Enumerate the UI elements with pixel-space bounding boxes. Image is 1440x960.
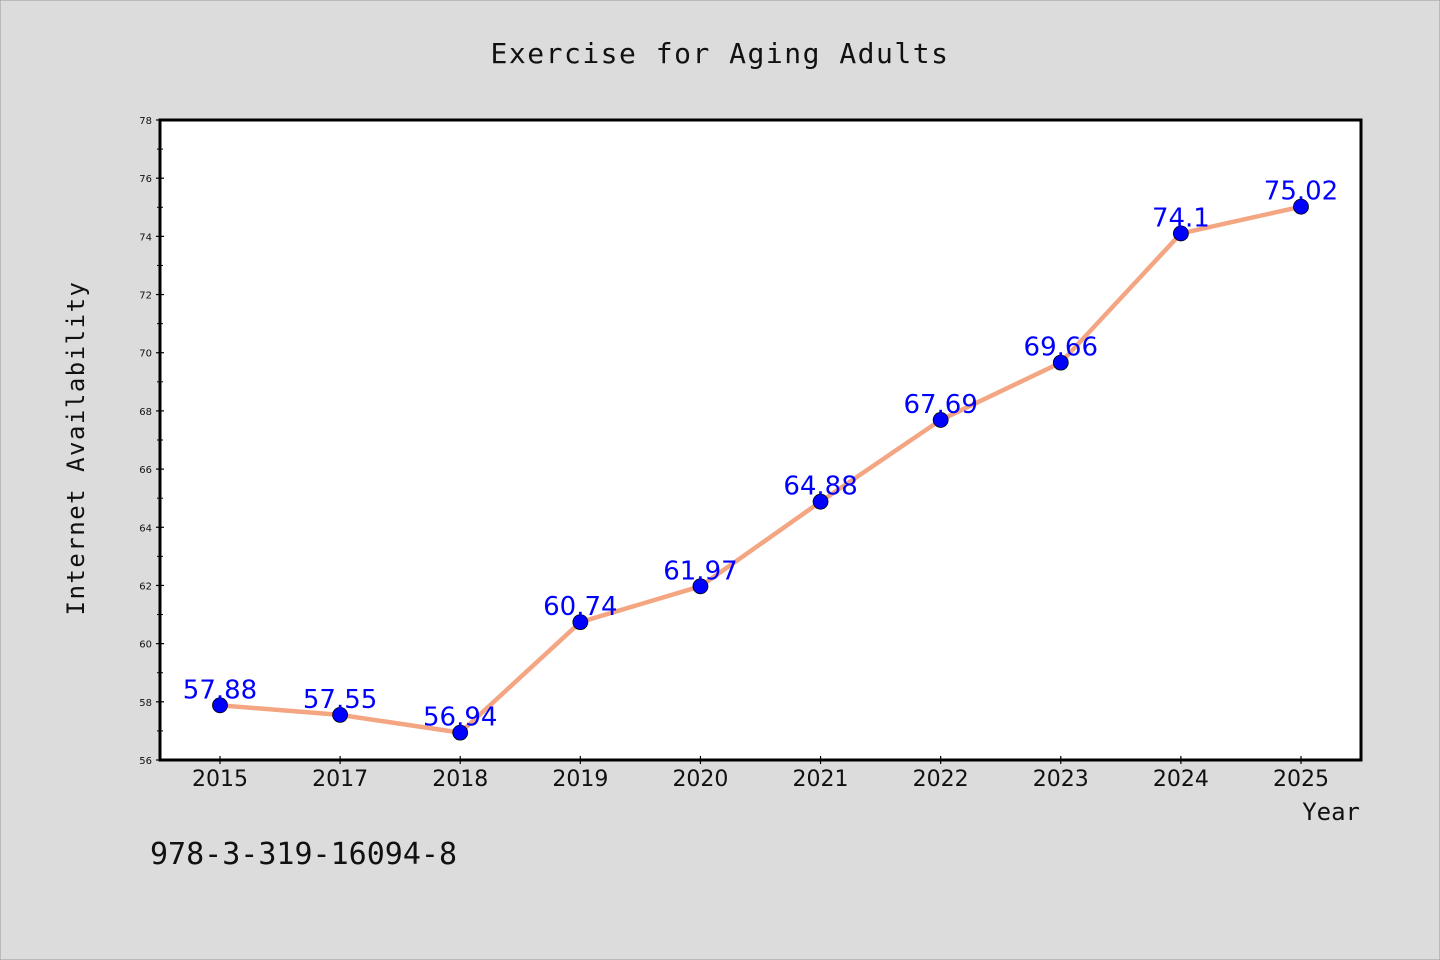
y-tick-label: 64 [139, 523, 152, 534]
y-tick-label: 74 [139, 232, 152, 243]
data-label: 74.1 [1152, 203, 1210, 233]
data-point [1172, 225, 1189, 242]
data-point [1052, 354, 1069, 371]
data-point [572, 614, 589, 631]
y-tick-label: 78 [139, 116, 152, 127]
series-layer [212, 198, 1309, 741]
series-line [219, 204, 1302, 735]
data-label: 64.88 [783, 472, 857, 502]
data-point [1293, 198, 1309, 215]
x-axis: 2015 2017 2018 2019 2020 2021 2022 2023 2024 2025 [192, 756, 1329, 792]
y-axis: 56 58 60 62 64 66 68 70 72 74 76 78 [139, 116, 164, 767]
y-tick-label: 62 [139, 581, 152, 592]
x-axis-label: Year [1302, 798, 1360, 826]
y-tick-label: 70 [139, 349, 152, 360]
data-label: 75.02 [1264, 177, 1338, 207]
x-tick-label: 2021 [793, 767, 849, 792]
y-tick-label: 72 [139, 291, 152, 302]
data-label-layer: 57.88 57.55 56.94 60.74 61.97 64.88 67.69 69.66… [183, 177, 1338, 733]
x-tick-label: 2017 [312, 767, 368, 792]
x-tick-label: 2024 [1153, 767, 1209, 792]
x-tick-label: 2020 [672, 767, 728, 792]
y-tick-label: 66 [139, 465, 152, 476]
data-point [332, 707, 349, 723]
x-tick-label: 2018 [432, 767, 488, 792]
plot-area [158, 118, 1363, 762]
data-label: 57.55 [303, 685, 377, 715]
data-point [212, 697, 228, 714]
data-label: 60.74 [543, 592, 617, 622]
data-label: 69.66 [1024, 333, 1098, 363]
x-tick-label: 2019 [552, 767, 608, 792]
x-tick-label: 2025 [1273, 767, 1329, 792]
x-tick-label: 2022 [913, 767, 969, 792]
y-tick-label: 56 [139, 756, 152, 767]
data-point [692, 578, 709, 595]
y-tick-label: 68 [139, 407, 152, 418]
data-label: 56.94 [423, 703, 497, 733]
data-point [932, 412, 949, 428]
data-label: 67.69 [903, 390, 977, 420]
y-axis-label: Internet Availability [62, 281, 90, 616]
data-label: 61.97 [663, 556, 737, 586]
x-tick-label: 2015 [192, 767, 248, 792]
y-tick-label: 60 [139, 640, 152, 651]
data-label: 57.88 [183, 675, 257, 705]
isbn-annotation: 978-3-319-16094-8 [150, 837, 457, 872]
data-point [812, 493, 829, 510]
y-tick-label: 58 [139, 698, 152, 709]
data-point [452, 724, 469, 741]
y-tick-label: 76 [139, 174, 152, 185]
x-tick-label: 2023 [1033, 767, 1089, 792]
chart-title: Exercise for Aging Adults [491, 37, 950, 70]
